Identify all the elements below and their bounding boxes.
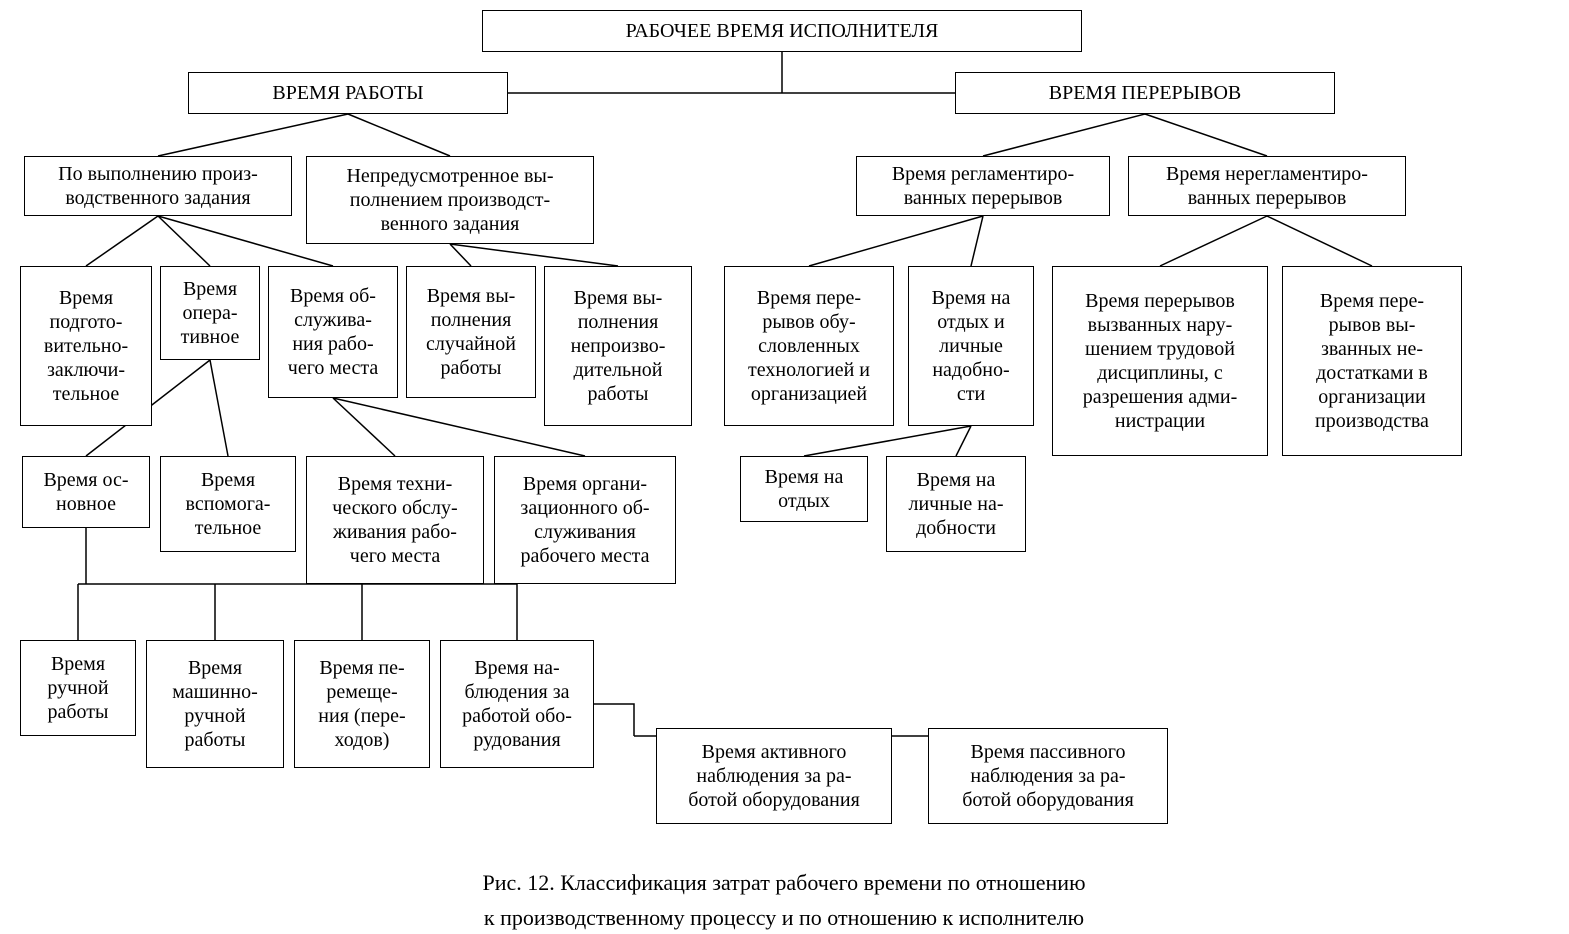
node-m4b: Время пассивногонаблюдения за ра-ботой о…: [928, 728, 1168, 824]
node-m3: Время пе-ремеще-ния (пере-ходов): [294, 640, 430, 768]
node-work: ВРЕМЯ РАБОТЫ: [188, 72, 508, 114]
node-m4a: Время активногонаблюдения за ра-ботой об…: [656, 728, 892, 824]
node-a2a: Время ос-новное: [22, 456, 150, 528]
node-a3a: Время техни-ческого обслу-живания рабо-ч…: [306, 456, 484, 584]
node-breaks: ВРЕМЯ ПЕРЕРЫВОВ: [955, 72, 1335, 114]
node-c1: Время пере-рывов обу-словленныхтехнологи…: [724, 266, 894, 426]
node-b: Непредусмотренное вы-полнением производс…: [306, 156, 594, 244]
node-c2b: Время наличные на-добности: [886, 456, 1026, 552]
node-root: РАБОЧЕЕ ВРЕМЯ ИСПОЛНИТЕЛЯ: [482, 10, 1082, 52]
node-a2b: Времявспомога-тельное: [160, 456, 296, 552]
caption-line-1: Рис. 12. Классификация затрат рабочего в…: [384, 870, 1184, 896]
node-d2: Время пере-рывов вы-званных не-достаткам…: [1282, 266, 1462, 456]
node-a1: Времяподгото-вительно-заключи-тельное: [20, 266, 152, 426]
node-a3: Время об-служива-ния рабо-чего места: [268, 266, 398, 398]
node-m1: Времяручнойработы: [20, 640, 136, 736]
node-b1: Время вы-полненияслучайнойработы: [406, 266, 536, 398]
node-d1: Время перерывоввызванных нару-шением тру…: [1052, 266, 1268, 456]
node-m2: Времямашинно-ручнойработы: [146, 640, 284, 768]
node-a: По выполнению произ-водственного задания: [24, 156, 292, 216]
node-a2: Времяопера-тивное: [160, 266, 260, 360]
node-m4: Время на-блюдения заработой обо-рудовани…: [440, 640, 594, 768]
node-c2a: Время наотдых: [740, 456, 868, 522]
caption-line-2: к производственному процессу и по отноше…: [384, 905, 1184, 931]
node-b2: Время вы-полнениянепроизво-дительнойрабо…: [544, 266, 692, 426]
node-a3b: Время органи-зационного об-служиванияраб…: [494, 456, 676, 584]
node-c: Время регламентиро-ванных перерывов: [856, 156, 1110, 216]
node-c2: Время наотдых иличныенадобно-сти: [908, 266, 1034, 426]
diagram-stage: Рис. 12. Классификация затрат рабочего в…: [0, 0, 1569, 934]
node-d: Время нерегламентиро-ванных перерывов: [1128, 156, 1406, 216]
